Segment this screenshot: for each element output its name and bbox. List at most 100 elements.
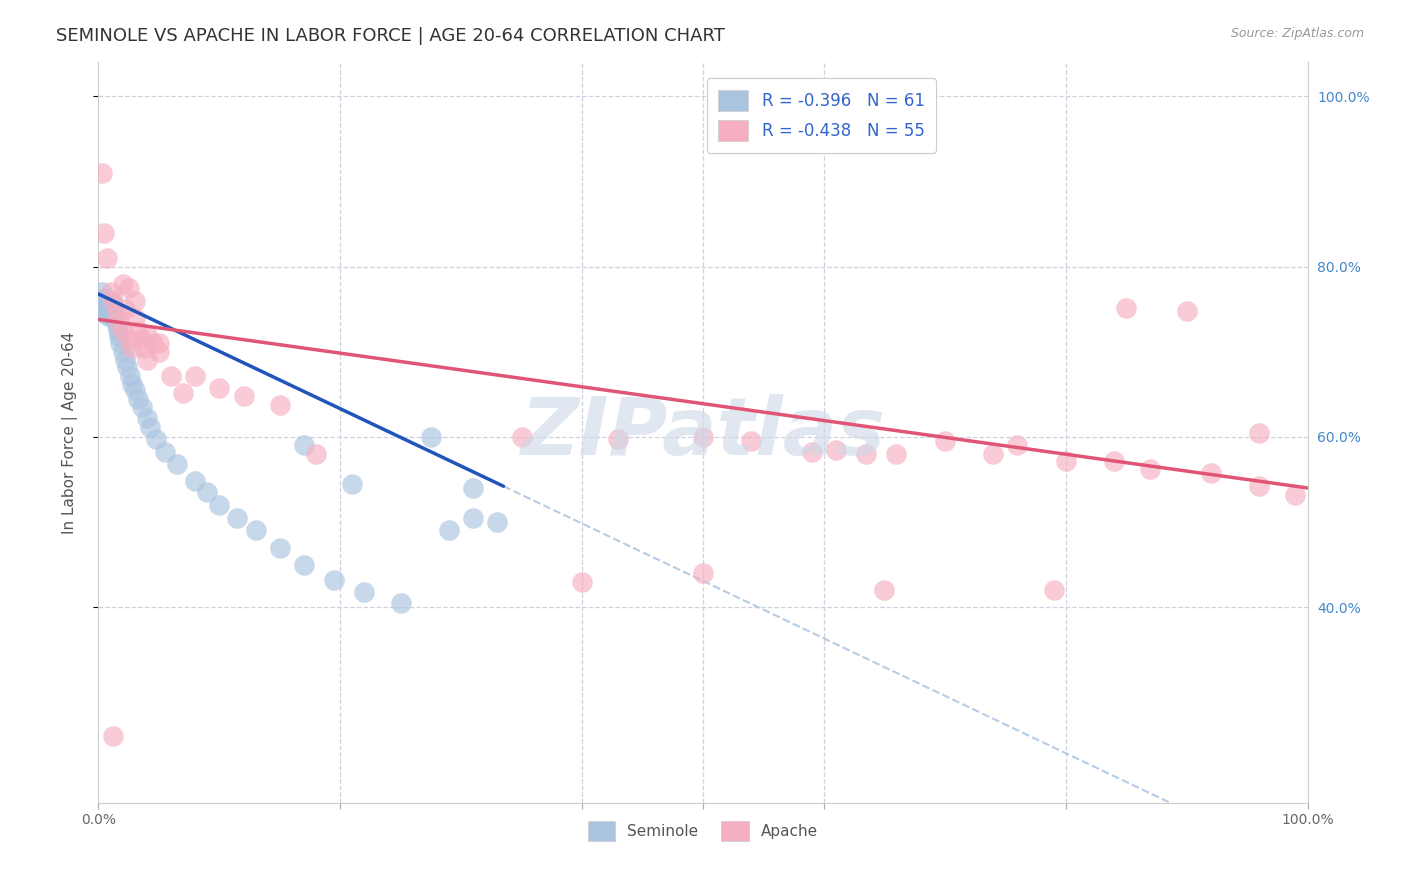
Point [108,336,131,351]
Point [135,353,157,368]
Point [692,566,714,580]
Point [91,285,114,300]
Point [121,341,143,355]
Point [135,411,157,425]
Point [934,434,956,449]
Point [101,298,124,312]
Point [100,295,122,310]
Point [420,430,443,444]
Point [1042,582,1064,597]
Point [94,293,117,308]
Point [129,332,152,346]
Point [107,324,129,338]
Point [103,306,125,320]
Point [389,596,412,610]
Point [437,524,460,538]
Point [124,383,146,397]
Point [1249,479,1271,493]
Text: Source: ZipAtlas.com: Source: ZipAtlas.com [1230,27,1364,40]
Point [510,430,533,444]
Point [160,368,183,383]
Point [1115,301,1137,315]
Point [463,481,485,495]
Point [96,251,118,265]
Point [323,573,346,587]
Point [104,312,127,326]
Point [886,447,908,461]
Point [111,324,134,338]
Point [105,318,128,332]
Point [114,353,136,368]
Point [1139,462,1161,476]
Point [100,309,122,323]
Point [108,315,131,329]
Point [94,302,117,317]
Point [305,447,328,461]
Point [121,377,143,392]
Point [981,447,1004,461]
Point [1249,425,1271,440]
Point [124,310,146,325]
Point [127,392,149,406]
Point [118,281,141,295]
Point [153,445,176,459]
Point [571,574,593,589]
Point [101,293,124,308]
Point [91,166,114,180]
Point [232,389,254,403]
Point [134,341,156,355]
Point [101,304,124,318]
Point [692,430,714,444]
Point [1199,466,1222,480]
Point [166,457,188,471]
Point [269,541,291,555]
Point [142,336,165,351]
Point [96,298,118,312]
Point [118,368,141,383]
Point [226,510,249,524]
Point [98,304,121,318]
Point [139,419,162,434]
Point [127,324,149,338]
Point [89,293,111,308]
Point [800,445,823,459]
Point [825,442,848,457]
Point [98,298,121,312]
Point [1007,438,1029,452]
Point [486,515,509,529]
Point [292,558,315,572]
Point [353,584,375,599]
Text: ZIPatlas: ZIPatlas [520,393,886,472]
Point [114,302,136,317]
Point [208,498,231,512]
Point [208,380,231,394]
Point [100,285,122,300]
Point [97,295,120,310]
Point [607,432,630,446]
Point [855,447,877,461]
Point [100,293,122,308]
Y-axis label: In Labor Force | Age 20-64: In Labor Force | Age 20-64 [62,332,77,533]
Point [96,304,118,318]
Point [90,298,112,312]
Point [1284,488,1306,502]
Point [96,292,118,306]
Point [118,332,141,346]
Point [93,298,115,312]
Point [1102,453,1125,467]
Point [148,344,170,359]
Legend: Seminole, Apache: Seminole, Apache [582,815,824,847]
Point [101,730,124,744]
Point [1175,304,1198,318]
Text: SEMINOLE VS APACHE IN LABOR FORCE | AGE 20-64 CORRELATION CHART: SEMINOLE VS APACHE IN LABOR FORCE | AGE … [56,27,725,45]
Point [108,329,131,343]
Point [342,476,364,491]
Point [93,226,115,240]
Point [740,434,762,449]
Point [172,385,194,400]
Point [145,432,167,446]
Point [111,277,134,291]
Point [111,344,134,359]
Point [97,309,120,323]
Point [131,400,153,414]
